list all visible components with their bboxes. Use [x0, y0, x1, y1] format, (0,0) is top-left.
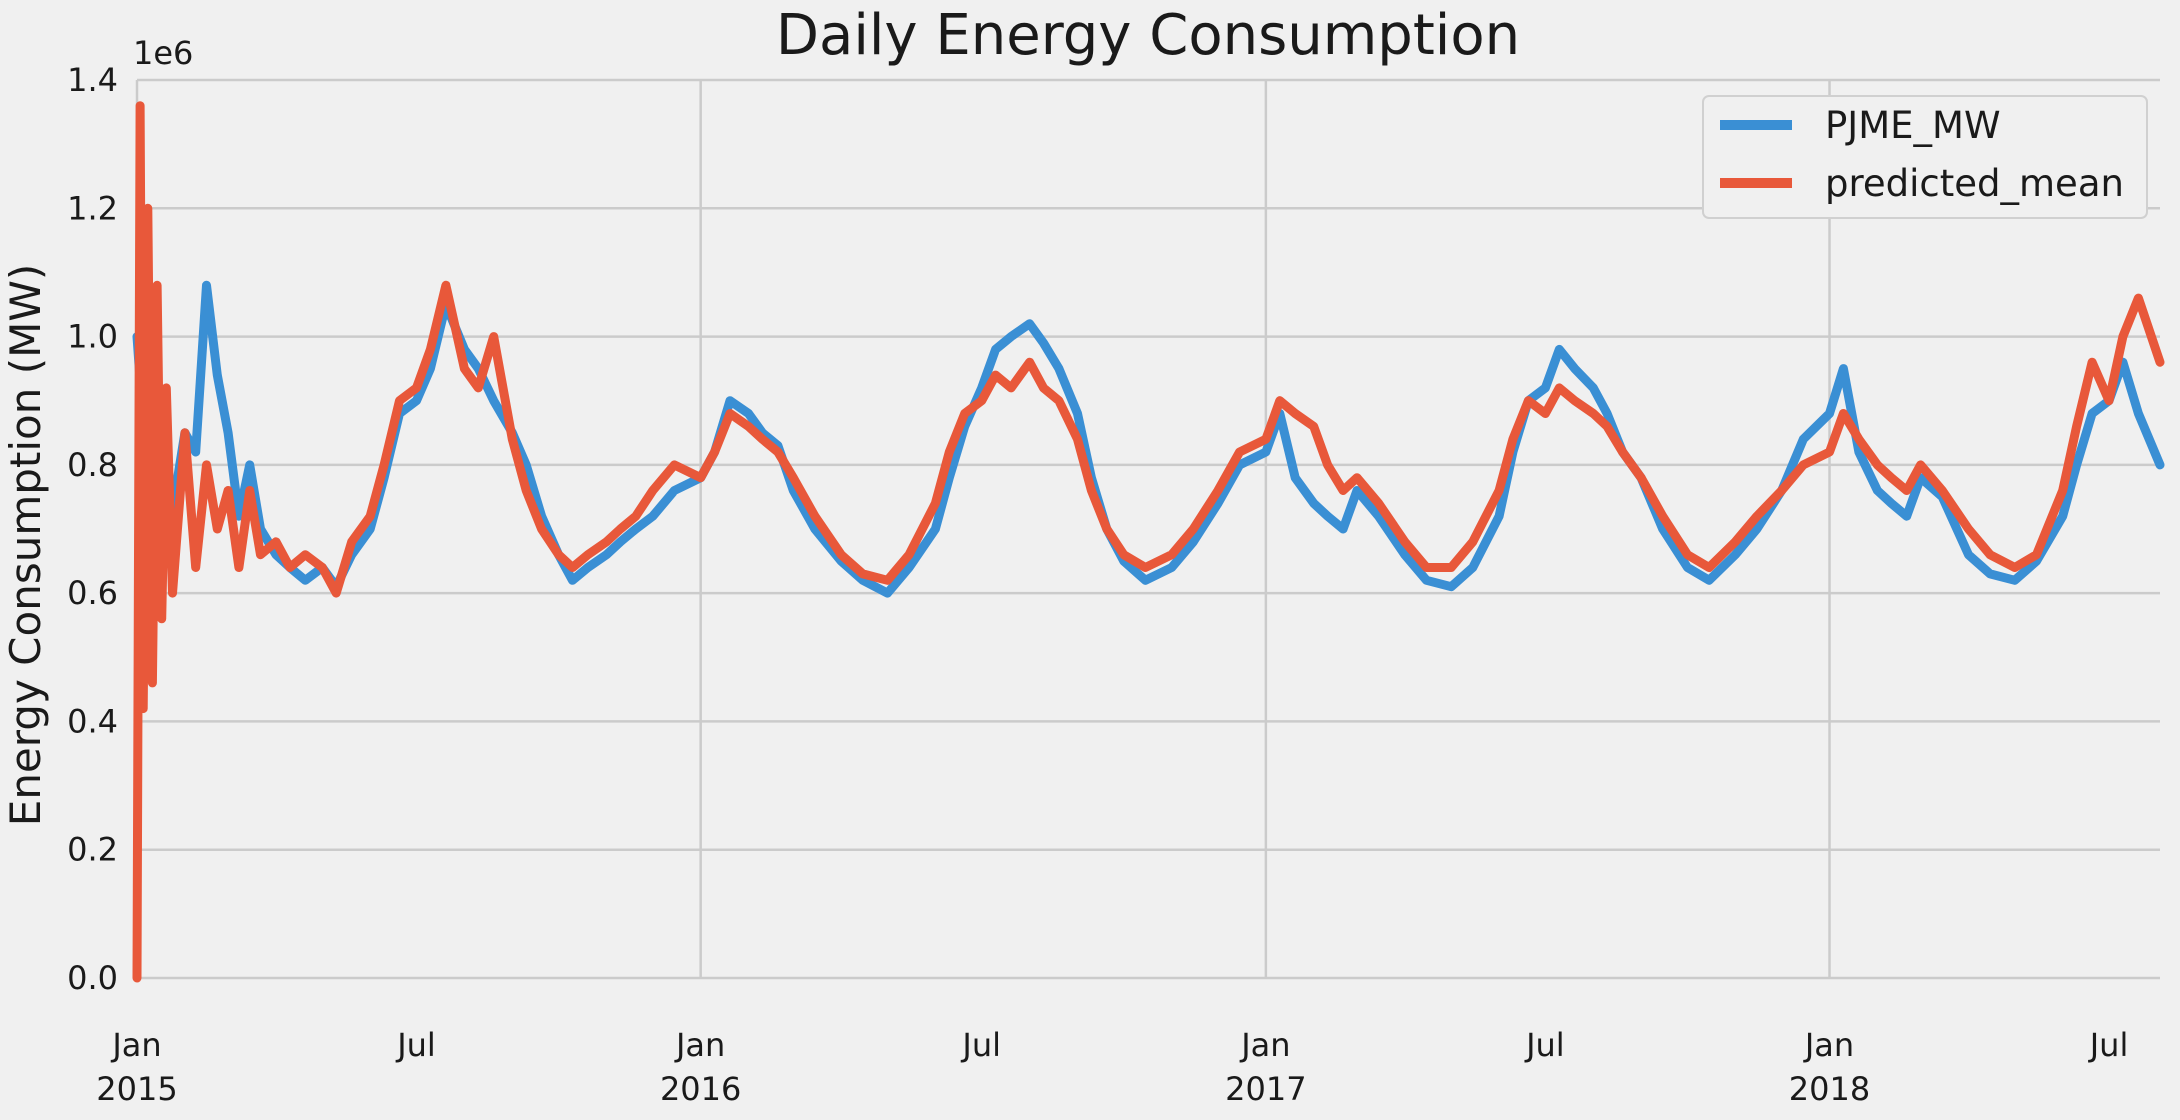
y-tick-labels: 0.0 0.2 0.4 0.6 0.8 1.0 1.2 1.4: [67, 61, 118, 997]
x-tick-label: Jan: [1239, 1026, 1290, 1064]
y-tick-label: 0.8: [67, 446, 118, 484]
x-tick-label: Jul: [1524, 1026, 1565, 1064]
legend: PJME_MW predicted_mean: [1702, 95, 2148, 219]
x-tick-year-label: 2017: [1225, 1070, 1306, 1108]
y-tick-label: 1.0: [67, 318, 118, 356]
x-tick-year-label: 2015: [96, 1070, 177, 1108]
x-tick-label: Jan: [1803, 1026, 1854, 1064]
series-line-predicted-mean: [132, 101, 2165, 983]
x-tick-label: Jan: [674, 1026, 725, 1064]
legend-box: [1702, 95, 2148, 219]
y-tick-label: 0.2: [67, 831, 118, 869]
x-tick-labels: Jan 2015 Jul Jan 2016 Jul Jan 2017 Jul Jan 2018 Jul: [96, 1026, 2128, 1108]
y-tick-label: 0.0: [67, 959, 118, 997]
x-tick-year-label: 2018: [1789, 1070, 1870, 1108]
chart-title: Daily Energy Consumption: [776, 3, 1520, 68]
x-tick-label: Jan: [110, 1026, 161, 1064]
x-tick-label: Jul: [2088, 1026, 2129, 1064]
y-tick-label: 0.6: [67, 574, 118, 612]
y-tick-label: 1.2: [67, 189, 118, 227]
x-tick-label: Jul: [960, 1026, 1001, 1064]
y-axis-label: Energy Consumption (MW): [1, 264, 50, 826]
x-tick-label: Jul: [395, 1026, 436, 1064]
y-offset-label: 1e6: [133, 34, 193, 72]
legend-label-pjme: PJME_MW: [1825, 104, 2001, 147]
x-tick-year-label: 2016: [660, 1070, 741, 1108]
y-tick-label: 1.4: [67, 61, 118, 99]
series-layer: [132, 101, 2165, 983]
y-tick-label: 0.4: [67, 702, 118, 740]
legend-label-predicted-mean: predicted_mean: [1825, 162, 2124, 205]
